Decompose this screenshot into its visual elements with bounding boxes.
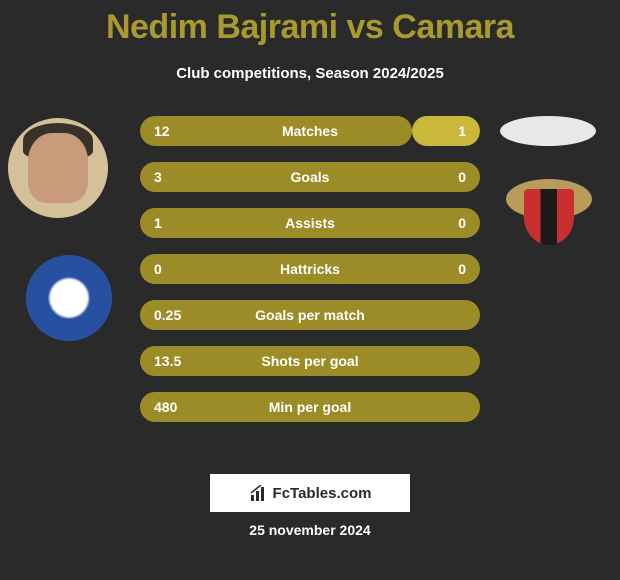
stat-bar-matches: 12 Matches 1 (140, 116, 480, 146)
stat-bar-hattricks: 0 Hattricks 0 (140, 254, 480, 284)
stat-bar-goals: 3 Goals 0 (140, 162, 480, 192)
stat-value-right: 0 (458, 169, 466, 185)
stat-value-right: 0 (458, 215, 466, 231)
brand-badge: FcTables.com (210, 474, 410, 512)
stat-label: Hattricks (140, 261, 480, 277)
date-text: 25 november 2024 (0, 522, 620, 538)
stat-bar-shots-per-goal: 13.5 Shots per goal (140, 346, 480, 376)
brand-text: FcTables.com (273, 485, 372, 502)
avatar-face (28, 133, 88, 203)
stat-bar-assists: 1 Assists 0 (140, 208, 480, 238)
stat-bar-goals-per-match: 0.25 Goals per match (140, 300, 480, 330)
chart-icon (249, 485, 269, 501)
page-title: Nedim Bajrami vs Camara (0, 0, 620, 47)
player-right-avatar (500, 116, 596, 146)
player-left-avatar (8, 118, 108, 218)
stat-label: Shots per goal (140, 353, 480, 369)
subtitle: Club competitions, Season 2024/2025 (0, 65, 620, 82)
club-right-emblem (506, 174, 592, 260)
stat-label: Assists (140, 215, 480, 231)
stat-label: Goals (140, 169, 480, 185)
club-left-emblem (26, 255, 112, 341)
stat-label: Matches (140, 123, 480, 139)
stat-label: Goals per match (140, 307, 480, 323)
stat-value-right: 1 (458, 123, 466, 139)
stat-bars: 12 Matches 1 3 Goals 0 1 Assists 0 0 Hat… (140, 116, 480, 438)
shield-icon (524, 189, 574, 245)
stat-value-right: 0 (458, 261, 466, 277)
stat-bar-min-per-goal: 480 Min per goal (140, 392, 480, 422)
stat-label: Min per goal (140, 399, 480, 415)
